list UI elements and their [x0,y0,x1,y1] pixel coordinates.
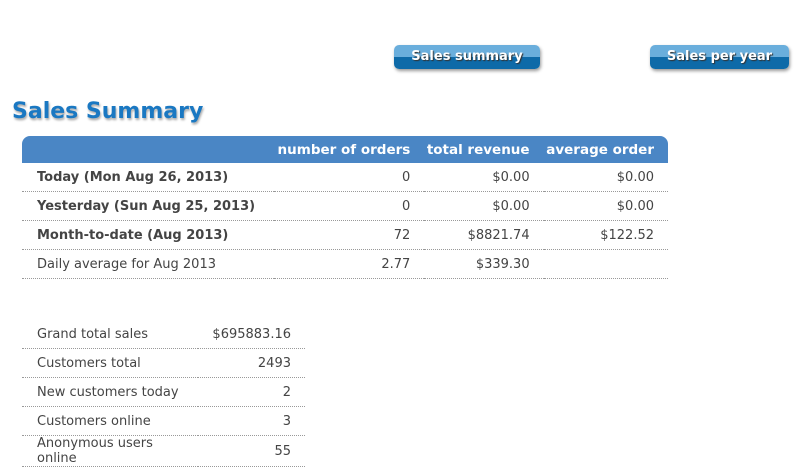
header-orders: number of orders [274,136,425,163]
row-label: Today (Mon Aug 26, 2013) [22,163,275,192]
table-header: number of orders total revenue average o… [22,136,668,163]
stat-value: 55 [198,435,305,467]
table-row: Month-to-date (Aug 2013) 72 $8821.74 $122.5… [22,220,668,250]
stat-row: Grand total sales $695883.16 [22,320,305,349]
sales-summary-button[interactable]: Sales summary [394,45,540,69]
revenue-cell: $0.00 [424,191,544,221]
revenue-cell: $8821.74 [424,220,544,250]
header-label [22,136,275,163]
average-cell: $0.00 [543,191,668,221]
stats-table: Grand total sales $695883.16 Customers to… [22,320,305,467]
orders-cell: 72 [274,220,425,250]
stat-label: Customers online [22,406,199,436]
row-label: Yesterday (Sun Aug 25, 2013) [22,191,275,221]
average-cell: $0.00 [543,163,668,192]
revenue-cell: $339.30 [424,249,544,279]
sales-summary-table: number of orders total revenue average o… [22,136,668,279]
revenue-cell: $0.00 [424,163,544,192]
header-average: average order [543,136,668,163]
table-row: Today (Mon Aug 26, 2013) 0 $0.00 $0.00 [22,163,668,192]
sales-per-year-button[interactable]: Sales per year [650,45,789,69]
stat-row: Anonymous users online 55 [22,435,305,467]
stat-label: New customers today [22,377,199,407]
stat-label: Customers total [22,348,199,378]
row-label: Month-to-date (Aug 2013) [22,220,275,250]
stat-row: Customers total 2493 [22,348,305,378]
orders-cell: 0 [274,191,425,221]
row-label: Daily average for Aug 2013 [22,249,275,279]
page-title: Sales Summary [12,99,204,124]
stat-value: 2 [198,377,305,407]
orders-cell: 2.77 [274,249,425,279]
stat-row: Customers online 3 [22,406,305,436]
stat-label: Anonymous users online [22,435,199,467]
table-row: Daily average for Aug 2013 2.77 $339.30 [22,249,668,279]
stat-value: 2493 [198,348,305,378]
average-cell: $122.52 [543,220,668,250]
orders-cell: 0 [274,163,425,192]
table-row: Yesterday (Sun Aug 25, 2013) 0 $0.00 $0.00 [22,191,668,221]
stat-row: New customers today 2 [22,377,305,407]
average-cell [543,249,668,279]
stat-label: Grand total sales [22,320,199,349]
stat-value: 3 [198,406,305,436]
stat-value: $695883.16 [198,320,305,349]
header-revenue: total revenue [424,136,544,163]
